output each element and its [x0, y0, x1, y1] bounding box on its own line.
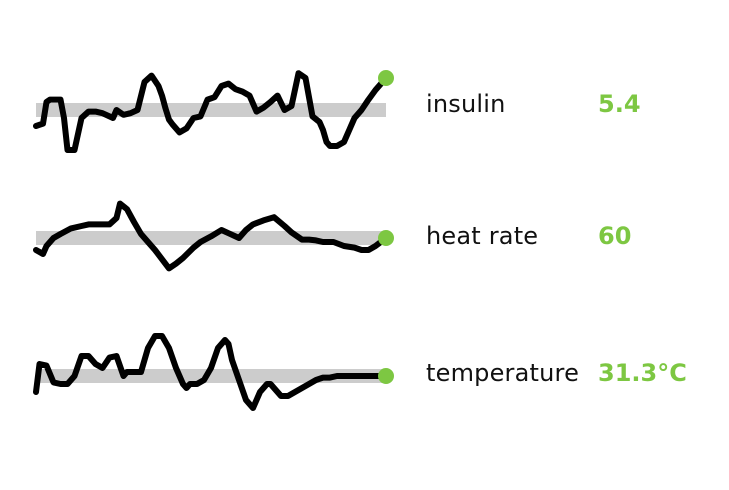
row-value-heat-rate: 60: [598, 222, 632, 250]
row-label-temperature: temperature: [426, 359, 580, 387]
row-label-heat-rate: heat rate: [426, 222, 539, 250]
row-value-insulin: 5.4: [598, 90, 641, 118]
end-point-temperature: [378, 368, 394, 384]
sparkline-heat-rate: [33, 200, 389, 272]
end-point-insulin: [378, 70, 394, 86]
sparkline-temperature: [33, 333, 389, 411]
row-label-insulin: insulin: [426, 90, 506, 118]
row-value-temperature: 31.3°C: [598, 359, 687, 387]
sparkline-insulin: [33, 70, 389, 153]
end-point-heat-rate: [378, 230, 394, 246]
